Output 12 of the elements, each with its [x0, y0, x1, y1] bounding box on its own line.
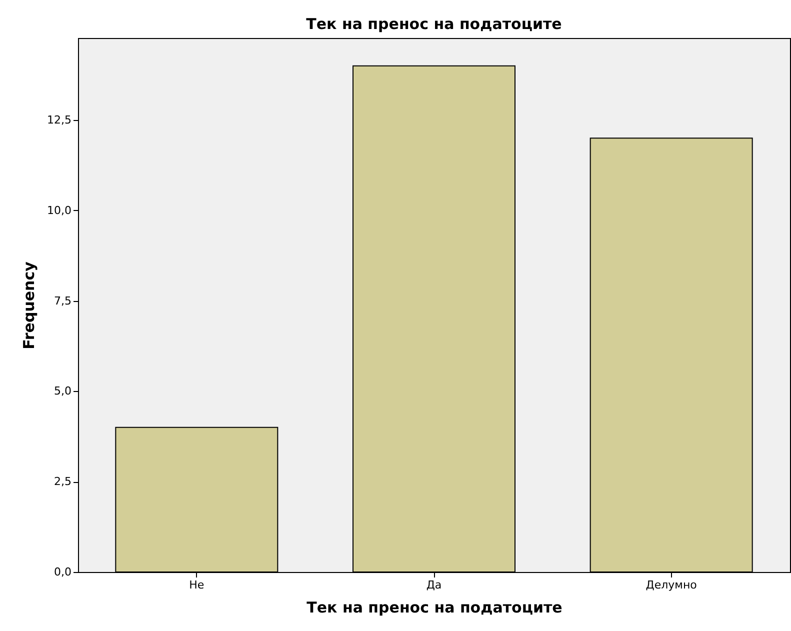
- x-axis-title: Тек на пренос на податоците: [306, 598, 562, 616]
- y-tick-label: 2,5: [54, 475, 72, 488]
- y-tick-label: 5,0: [54, 384, 72, 398]
- x-tick-label: Не: [189, 578, 204, 592]
- y-tick-label: 7,5: [54, 294, 72, 308]
- x-tick-label: Да: [426, 578, 442, 592]
- y-tick-label: 12,5: [47, 114, 72, 127]
- y-axis-title: Frequency: [20, 261, 38, 350]
- chart-title: Тек на пренос на податоците: [306, 15, 562, 33]
- x-tick-label: Делумно: [646, 578, 698, 592]
- y-tick-label: 10,0: [47, 204, 72, 217]
- y-tick-label: 0,0: [54, 566, 72, 578]
